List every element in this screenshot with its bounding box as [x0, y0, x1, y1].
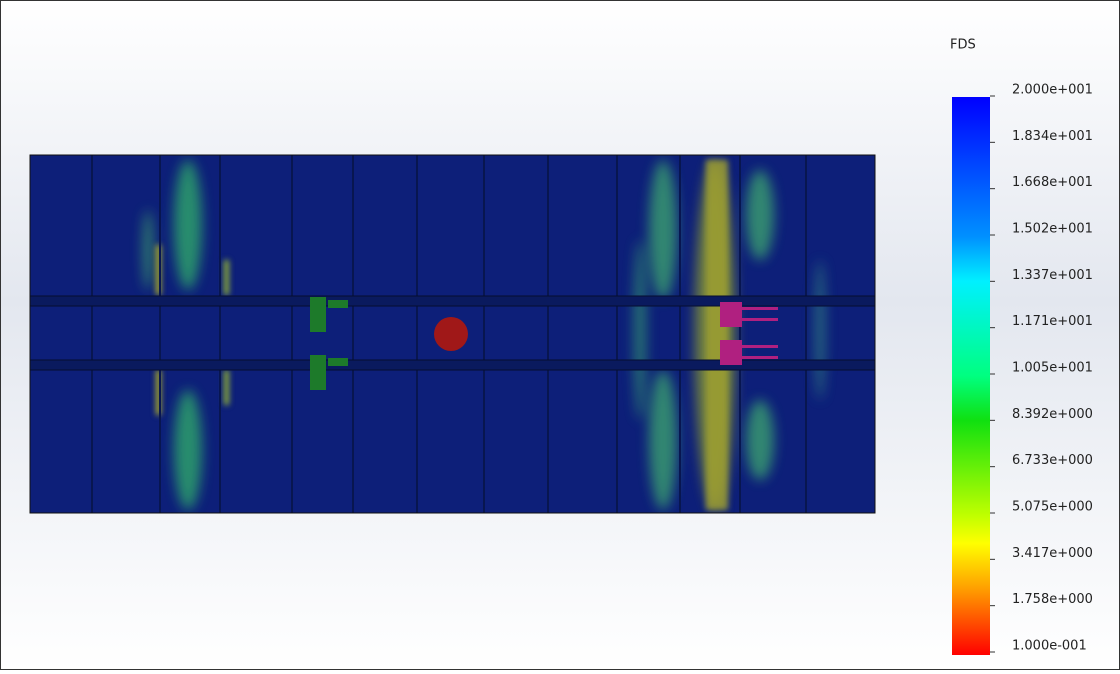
legend-label: 1.000e-001 — [1012, 639, 1087, 654]
legend-label: 1.337e+001 — [1012, 268, 1093, 283]
model — [30, 155, 875, 513]
legend-label: 3.417e+000 — [1012, 546, 1093, 561]
legend-label: 1.834e+001 — [1012, 129, 1093, 144]
legend-label: 1.005e+001 — [1012, 361, 1093, 376]
legend-label: 1.502e+001 — [1012, 222, 1093, 237]
legend-label: 6.733e+000 — [1012, 453, 1093, 468]
page: FDS 2.000e+001 1.834e+001 1.668e+001 1.502e… — [0, 0, 1120, 670]
legend-label: 1.171e+001 — [1012, 314, 1093, 329]
legend-label: 2.000e+001 — [1012, 83, 1093, 98]
legend-title: FDS — [950, 38, 976, 53]
legend-label: 5.075e+000 — [1012, 500, 1093, 515]
legend-label: 1.758e+000 — [1012, 592, 1093, 607]
result-viewport: FDS 2.000e+001 1.834e+001 1.668e+001 1.502e… — [0, 0, 1120, 670]
color-bar — [952, 97, 990, 655]
legend-label: 8.392e+000 — [1012, 407, 1093, 422]
legend-label: 1.668e+001 — [1012, 175, 1093, 190]
red-component — [434, 317, 468, 351]
